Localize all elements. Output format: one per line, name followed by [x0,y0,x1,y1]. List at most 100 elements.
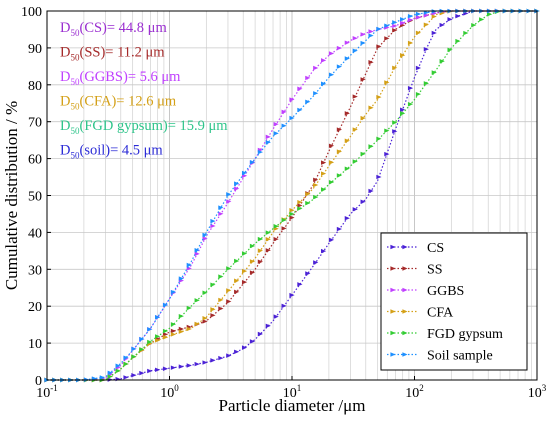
series-marker [368,60,374,65]
series-marker [139,336,145,342]
series-marker [131,354,137,359]
series-marker [257,149,263,155]
series-marker [281,109,287,115]
series-marker [273,121,279,127]
y-tick-label: 80 [28,79,42,94]
series-marker [328,143,335,149]
series-marker [218,355,224,361]
series-marker [162,332,169,337]
legend-item: FGD gypsum [387,327,503,342]
series-marker [186,326,192,332]
series-marker [147,368,153,374]
series-marker [257,248,263,253]
series-marker [265,237,271,242]
legend-marker [402,244,408,250]
series-marker [415,15,422,20]
series-marker [139,370,145,376]
series-marker [360,115,366,121]
series-marker [392,129,398,134]
series-marker [392,65,398,71]
series-marker [194,298,200,303]
series-marker [249,159,256,165]
series-marker [321,171,327,176]
series-marker [360,32,366,37]
x-axis-label: Particle diameter /μm [219,396,366,415]
series-marker [360,151,366,157]
series-marker [218,274,224,279]
series-marker [194,321,200,327]
series-marker [439,59,445,64]
series-marker [170,328,177,334]
series-marker [336,149,343,154]
series-marker [107,374,113,379]
series-marker [376,174,382,180]
series-marker [123,361,129,367]
legend-label: FGD gypsum [427,327,503,342]
series-marker [147,339,153,345]
series-marker [234,186,240,191]
series-marker [234,258,240,264]
d50-annotation: D50(FGD gypsum)= 15.9 μm [60,118,228,136]
series-marker [360,199,366,204]
series-marker [368,105,374,110]
series-marker [265,140,271,145]
series-marker [218,297,224,303]
d50-annotation: D50(soil)= 4.5 μm [60,143,163,161]
series-marker [147,327,153,332]
legend-marker [402,266,408,271]
series-marker [249,270,256,275]
series-marker [392,120,398,125]
series-marker [352,127,358,132]
series-marker [241,279,248,285]
series-marker [226,299,232,304]
series-marker [368,188,374,194]
legend-marker [390,266,396,271]
series-marker [273,131,279,136]
series-marker [400,17,406,22]
series-marker [289,211,295,217]
series-marker [352,159,358,164]
series-marker [305,200,311,206]
series-marker [186,262,192,268]
series-marker [423,81,429,86]
series-marker [265,134,271,140]
series-marker [400,20,406,26]
series-marker [463,30,469,36]
y-tick-label: 10 [28,337,42,352]
series-marker [392,23,398,29]
series-marker [99,375,105,380]
legend-marker [402,352,408,357]
series-marker [170,322,177,327]
y-tick-label: 20 [28,300,42,315]
y-tick-label: 60 [28,153,42,168]
series-marker [139,347,145,352]
series-marker [352,207,358,212]
series-marker [178,313,184,319]
legend-marker [402,287,408,293]
series-marker [234,181,240,186]
series-marker [257,259,263,264]
y-tick-label: 30 [28,263,42,278]
series-marker [155,367,161,373]
series-marker [352,48,358,53]
series-marker [289,208,295,213]
x-tick-label: 101 [283,383,302,401]
x-tick-label: 103 [528,383,547,401]
series-marker [344,216,350,221]
series-marker [344,40,350,45]
d50-annotation: D50(CFA)= 12.6 μm [60,94,177,112]
series-marker [297,282,303,287]
series-marker [344,138,350,143]
series-marker [226,192,232,197]
series-marker [360,40,366,46]
legend-item: GGBS [387,284,464,299]
series-marker [297,203,303,208]
x-tick-label: 100 [160,383,179,401]
series-marker [194,247,200,253]
series-marker [447,47,453,53]
annotations: D50(CS)= 44.8 μm D50(SS)= 11.2 μm D50(GGBS… [60,20,228,161]
ticks: 0 10 20 30 40 50 60 70 80 90 100 10-1 100 101 102 103 [21,5,547,401]
series-marker [400,111,406,116]
legend-item: Soil sample [387,349,493,364]
